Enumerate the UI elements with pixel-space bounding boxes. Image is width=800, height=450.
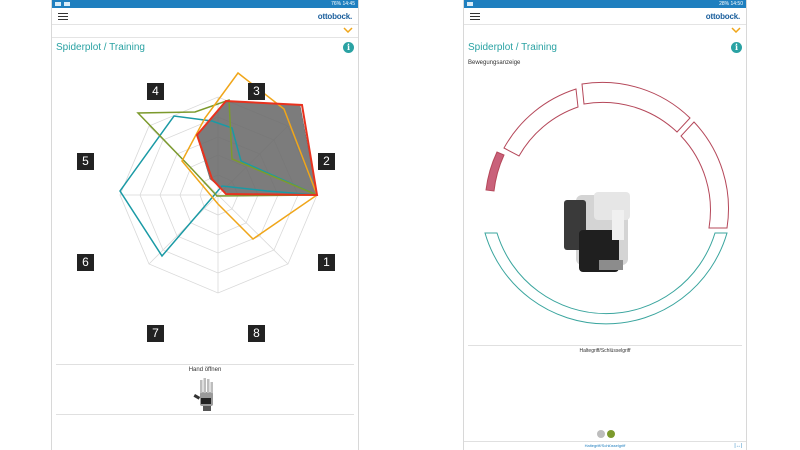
page-dot-1[interactable]: [597, 430, 605, 438]
spider-chart: 1 2 3 4 5 6 7 8: [52, 68, 358, 363]
brand-logo: ottobock.: [317, 11, 352, 21]
axis-label-6: 6: [77, 254, 94, 271]
hand-grip-icon: [564, 192, 630, 272]
battery-level: 76%: [331, 1, 342, 7]
status-bar: 28% 14:50: [464, 0, 746, 8]
info-icon[interactable]: i: [731, 41, 742, 53]
status-time: 14:50: [730, 1, 743, 7]
ring-segment-bottom: [484, 232, 728, 325]
collapse-row[interactable]: [52, 25, 358, 37]
axis-label-7: 7: [147, 325, 164, 342]
chevron-down-icon[interactable]: [731, 27, 741, 33]
divider: [468, 345, 742, 346]
status-time: 14:45: [342, 1, 355, 7]
expand-icon[interactable]: |↔|: [734, 443, 742, 449]
menu-icon[interactable]: [58, 12, 68, 20]
app-bar: ottobock.: [52, 8, 358, 25]
right-phone-screen: 28% 14:50 ottobock. Spiderplot / Trainin…: [463, 0, 747, 450]
axis-label-4: 4: [147, 83, 164, 100]
spider-chart-svg: [119, 71, 319, 294]
axis-label-3: 3: [248, 83, 265, 100]
brand-logo: ottobock.: [705, 11, 740, 21]
page-dot-2-active[interactable]: [607, 430, 615, 438]
motion-ring: [484, 81, 729, 325]
ring-segment-top: [581, 81, 691, 133]
hand-motion-label: Hand öffnen: [188, 367, 222, 373]
axis-label-5: 5: [77, 153, 94, 170]
bottom-tab-bar: Haltegriff/Schlüsselgriff |↔|: [464, 441, 746, 450]
divider: [56, 364, 354, 365]
title-row: Spiderplot / Training i: [52, 37, 358, 57]
axis-label-8: 8: [248, 325, 265, 342]
app-bar: ottobock.: [464, 8, 746, 25]
battery-level: 28%: [719, 1, 730, 7]
status-bar: 76% 14:45: [52, 0, 358, 8]
info-icon[interactable]: i: [343, 42, 354, 53]
ring-segment-active: [485, 151, 505, 192]
divider: [56, 414, 354, 415]
menu-icon[interactable]: [470, 12, 480, 20]
page-title: Spiderplot / Training: [56, 42, 145, 53]
series-olive: [136, 98, 318, 197]
bottom-tab-label[interactable]: Haltegriff/Schlüsselgriff: [584, 443, 626, 448]
series-teal: [119, 115, 318, 258]
page-indicator: [597, 430, 615, 438]
series-red: [195, 99, 319, 197]
grip-label: Haltegriff/Schlüsselgriff: [579, 348, 631, 354]
ring-segment-right: [680, 121, 729, 229]
motion-display-label: Bewegungsanzeige: [468, 60, 521, 66]
collapse-row[interactable]: [464, 25, 746, 37]
notification-icons: [467, 0, 473, 8]
left-phone-screen: 76% 14:45 ottobock. Spiderplot / Trainin…: [51, 0, 359, 450]
notification-icons: [55, 0, 70, 8]
ring-segment-upper-left: [503, 88, 579, 157]
hand-open-icon: [193, 378, 213, 411]
axis-label-1: 1: [318, 254, 335, 271]
chevron-down-icon[interactable]: [343, 27, 353, 33]
axis-label-2: 2: [318, 153, 335, 170]
title-row: Spiderplot / Training i: [464, 37, 746, 57]
page-title: Spiderplot / Training: [468, 41, 557, 53]
